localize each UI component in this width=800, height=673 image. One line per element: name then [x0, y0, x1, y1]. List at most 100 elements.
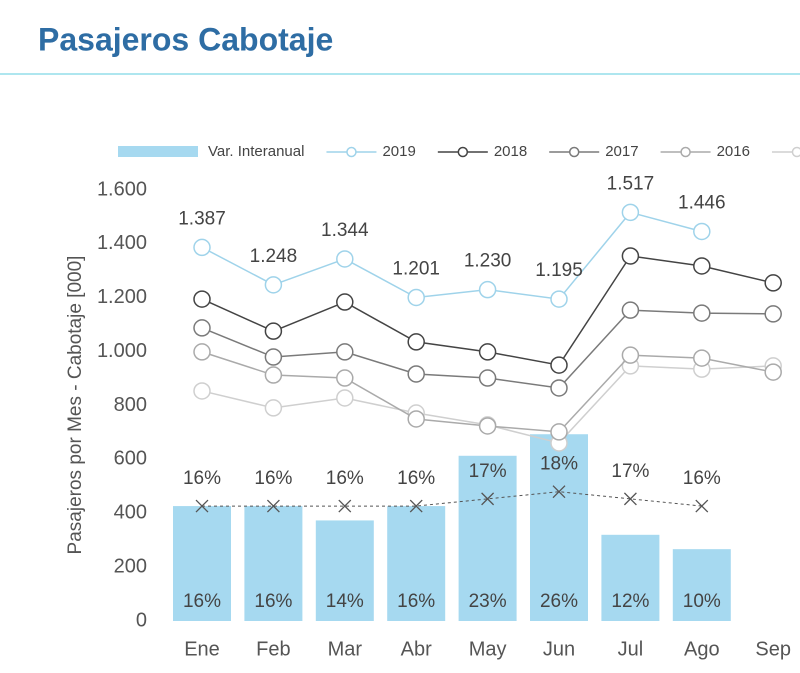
x-tick-label: Abr — [401, 638, 432, 660]
data-label: 16% — [397, 468, 435, 489]
bar — [244, 506, 303, 621]
chart-title: Pasajeros Cabotaje — [38, 21, 333, 57]
data-label: 1.517 — [607, 173, 655, 194]
data-label: 16% — [326, 468, 364, 489]
legend-label: 2018 — [494, 143, 527, 160]
x-marker — [552, 485, 566, 499]
legend-swatch — [118, 146, 198, 157]
marker — [264, 322, 283, 340]
marker — [264, 348, 283, 366]
legend-label: Var. Interanual — [208, 143, 304, 160]
marker — [407, 288, 425, 307]
legend-marker — [346, 146, 357, 158]
y-tick-label: 400 — [114, 502, 147, 524]
marker — [550, 356, 568, 374]
marker — [336, 389, 354, 407]
y-tick-label: 1.000 — [97, 340, 147, 362]
data-label: 17% — [469, 461, 507, 482]
x-tick-label: Jul — [618, 638, 644, 660]
x-tick-label: Sep — [755, 638, 791, 660]
data-label: 16% — [183, 468, 221, 489]
marker — [264, 399, 283, 417]
bar — [672, 549, 731, 621]
y-tick-label: 1.600 — [97, 178, 147, 200]
legend-marker — [457, 146, 469, 158]
bar — [530, 434, 588, 621]
bar — [458, 455, 517, 621]
marker — [264, 366, 283, 384]
legend-label: 2019 — [382, 143, 415, 160]
data-label: 1.230 — [464, 251, 512, 272]
x-tick-label: Ago — [684, 638, 720, 660]
legend-label: 2016 — [717, 143, 750, 160]
marker — [478, 369, 497, 387]
bar-label: 16% — [183, 591, 221, 612]
x-marker — [338, 499, 352, 513]
y-tick-label: 200 — [114, 555, 147, 577]
y-tick-label: 1.400 — [97, 232, 147, 254]
bar-label: 16% — [397, 591, 435, 612]
data-label: 16% — [683, 468, 721, 489]
bar — [173, 506, 231, 621]
marker — [193, 343, 211, 361]
marker — [621, 346, 640, 364]
data-label: 18% — [540, 454, 578, 475]
data-label: 1.201 — [392, 258, 440, 279]
marker — [336, 293, 354, 311]
marker — [621, 247, 640, 265]
bar — [387, 506, 446, 621]
marker — [264, 276, 283, 294]
data-label: 1.446 — [678, 192, 726, 213]
marker — [764, 305, 782, 323]
marker — [193, 238, 211, 257]
x-tick-label: Ene — [184, 638, 220, 660]
bar-label: 14% — [326, 591, 364, 612]
y-tick-label: 600 — [114, 448, 147, 470]
data-label: 1.248 — [250, 246, 298, 267]
marker — [550, 379, 568, 397]
marker — [693, 222, 711, 241]
bar — [601, 534, 660, 621]
x-tick-label: May — [469, 638, 507, 660]
x-marker — [195, 499, 209, 513]
marker — [550, 423, 568, 441]
bar-label: 23% — [469, 591, 507, 612]
marker — [550, 290, 568, 308]
marker — [407, 333, 425, 351]
y-tick-label: 1.200 — [97, 286, 147, 308]
marker — [764, 363, 782, 381]
x-tick-label: Mar — [328, 638, 363, 660]
marker — [336, 250, 354, 268]
bar-label: 10% — [683, 591, 721, 612]
marker — [193, 290, 211, 308]
bar-label: 26% — [540, 591, 578, 612]
bar — [315, 520, 374, 621]
marker — [407, 410, 425, 428]
data-label: 1.387 — [178, 208, 226, 229]
x-marker — [695, 499, 709, 513]
marker — [621, 301, 640, 319]
x-marker — [266, 499, 280, 513]
data-label: 1.195 — [535, 260, 583, 281]
marker — [478, 343, 497, 361]
marker — [621, 203, 640, 222]
data-label: 1.344 — [321, 220, 369, 241]
marker — [193, 319, 211, 337]
legend-marker — [568, 146, 580, 158]
dashed-line — [202, 491, 702, 507]
x-tick-label: Feb — [256, 638, 290, 660]
legend-marker — [791, 146, 800, 158]
data-label: 16% — [254, 468, 292, 489]
legend-marker — [680, 146, 691, 158]
data-label: 17% — [611, 461, 649, 482]
marker — [693, 304, 711, 322]
x-marker — [623, 492, 637, 506]
marker — [478, 417, 497, 435]
marker — [693, 257, 711, 275]
marker — [764, 274, 782, 292]
marker — [193, 382, 211, 400]
marker — [336, 369, 354, 387]
legend-label: 2017 — [605, 143, 638, 160]
marker — [693, 349, 711, 367]
